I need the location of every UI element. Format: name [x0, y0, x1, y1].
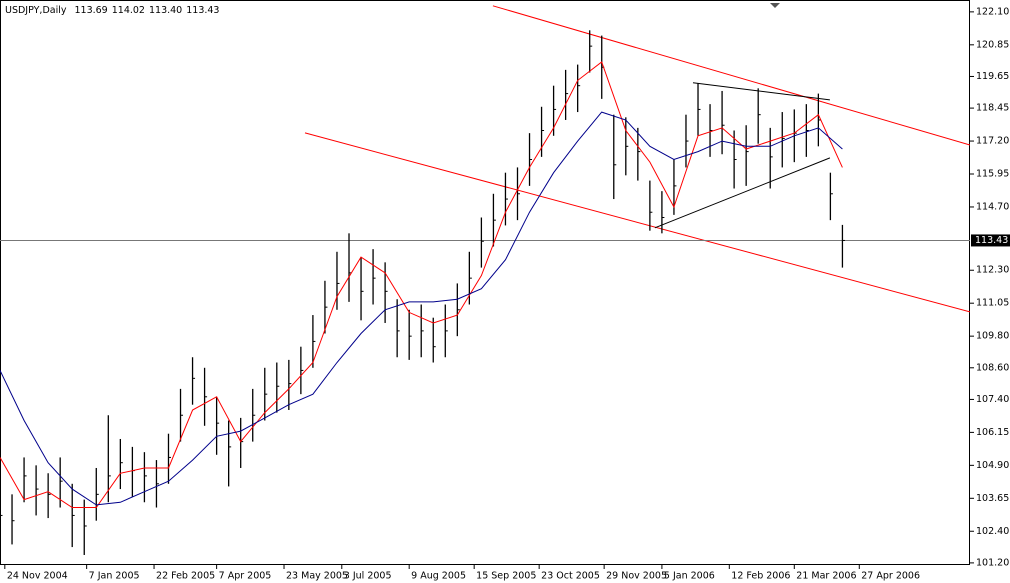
y-tick-label: 111.05: [976, 298, 1009, 309]
y-tick-label: 104.90: [976, 460, 1009, 471]
y-tick-label: 112.30: [976, 265, 1009, 276]
x-tick-label: 9 Aug 2005: [411, 571, 466, 582]
y-tick-label: 119.65: [976, 71, 1009, 82]
y-tick-label: 114.70: [976, 201, 1009, 212]
axes: 122.10 120.85 119.65 118.45 117.20 115.95 114.…: [4, 6, 1010, 582]
x-tick-label: 22 Feb 2005: [156, 571, 215, 582]
current-price-box: [971, 234, 1010, 247]
shift-marker: [770, 3, 780, 8]
x-tick-label: 7 Apr 2005: [219, 571, 272, 582]
y-tick-label: 103.65: [976, 493, 1009, 504]
trend-line: [692, 82, 830, 101]
y-tick-label: 118.45: [976, 103, 1009, 114]
chart-header: USDJPY,Daily 113.69 114.02 113.40 113.43: [5, 5, 219, 16]
plot-frame: [0, 0, 970, 565]
x-tick-label: 27 Apr 2006: [861, 571, 920, 582]
y-tick-label: 102.40: [976, 526, 1009, 537]
y-tick-label: 120.85: [976, 39, 1009, 50]
quote-high: 114.02: [112, 5, 145, 16]
y-tick-label: 107.40: [976, 394, 1009, 405]
quote-open: 113.69: [74, 5, 107, 16]
x-tick-label: 7 Jan 2005: [89, 571, 140, 582]
y-tick-label: 106.15: [976, 427, 1009, 438]
moving-average: [0, 61, 843, 508]
x-tick-label: 23 Oct 2005: [541, 571, 600, 582]
x-tick-label: 21 Mar 2006: [796, 571, 856, 582]
moving-average: [0, 111, 843, 506]
x-tick-label: 24 Nov 2004: [7, 571, 68, 582]
y-tick-label: 109.80: [976, 331, 1009, 342]
quote-close: 113.43: [186, 5, 219, 16]
y-tick-label: 117.20: [976, 136, 1009, 147]
quote-low: 113.40: [149, 5, 182, 16]
x-tick-label: 23 May 2005: [286, 571, 348, 582]
trend-line: [654, 157, 831, 229]
y-tick-label: 101.20: [976, 557, 1009, 568]
chart-title: USDJPY,Daily: [5, 5, 67, 16]
current-price-label: 113.43: [975, 235, 1008, 246]
trend-line: [304, 132, 970, 313]
y-tick-label: 108.60: [976, 362, 1009, 373]
x-tick-label: 5 Jan 2006: [664, 571, 715, 582]
plot-area: [0, 5, 970, 555]
x-tick-label: 29 Nov 2005: [606, 571, 667, 582]
x-tick-label: 12 Feb 2006: [731, 571, 790, 582]
x-tick-label: 15 Sep 2005: [476, 571, 536, 582]
trend-line: [492, 5, 970, 146]
y-tick-label: 122.10: [976, 6, 1009, 17]
y-tick-label: 115.95: [976, 169, 1009, 180]
x-tick-label: 3 Jul 2005: [344, 571, 392, 582]
